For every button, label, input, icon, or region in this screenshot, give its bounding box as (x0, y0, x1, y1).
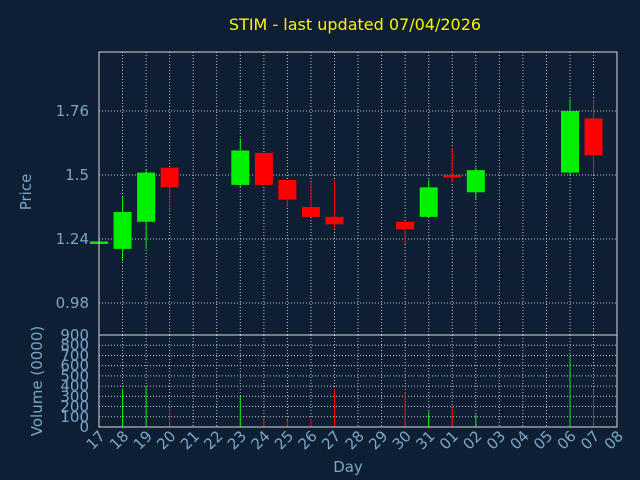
volume-tick-label: 0 (79, 418, 89, 436)
volume-tick-label: 900 (60, 326, 89, 344)
volume-panel-frame (98, 334, 618, 428)
chart-title: STIM - last updated 07/04/2026 (229, 15, 481, 34)
candle-body-18 (113, 211, 132, 249)
price-axis-label: Price (17, 174, 35, 211)
volume-tick-label: 200 (60, 398, 89, 416)
volume-tick-label: 800 (60, 336, 89, 354)
candle-body-23 (231, 150, 250, 185)
candle-body-24 (254, 152, 273, 185)
candle-body-25 (278, 179, 297, 200)
candle-body-07 (584, 118, 603, 156)
candle-body-26 (301, 207, 320, 217)
volume-tick-label: 700 (60, 346, 89, 364)
candle-body-27 (325, 216, 344, 225)
volume-tick-label: 400 (60, 377, 89, 395)
candle-body-30 (396, 221, 415, 230)
volume-tick-label: 500 (60, 367, 89, 385)
volume-axis-label: Volume (0000) (28, 326, 46, 436)
candle-body-20 (160, 167, 179, 188)
price-tick-label: 0.98 (56, 294, 89, 312)
volume-tick-label: 600 (60, 357, 89, 375)
candle-body-02 (466, 170, 485, 193)
price-tick-label: 1.76 (56, 102, 89, 120)
price-tick-label: 1.24 (56, 230, 89, 248)
price-tick-label: 1.5 (65, 166, 89, 184)
x-axis-label: Day (333, 458, 363, 476)
volume-tick-label: 300 (60, 387, 89, 405)
candle-body-31 (419, 187, 438, 217)
candle-body-19 (137, 172, 156, 222)
candle-body-01 (443, 175, 462, 178)
volume-tick-label: 100 (60, 408, 89, 426)
price-panel: 0.98 1.24 1.5 1.76 (56, 51, 618, 336)
candle-body-06 (561, 111, 579, 173)
